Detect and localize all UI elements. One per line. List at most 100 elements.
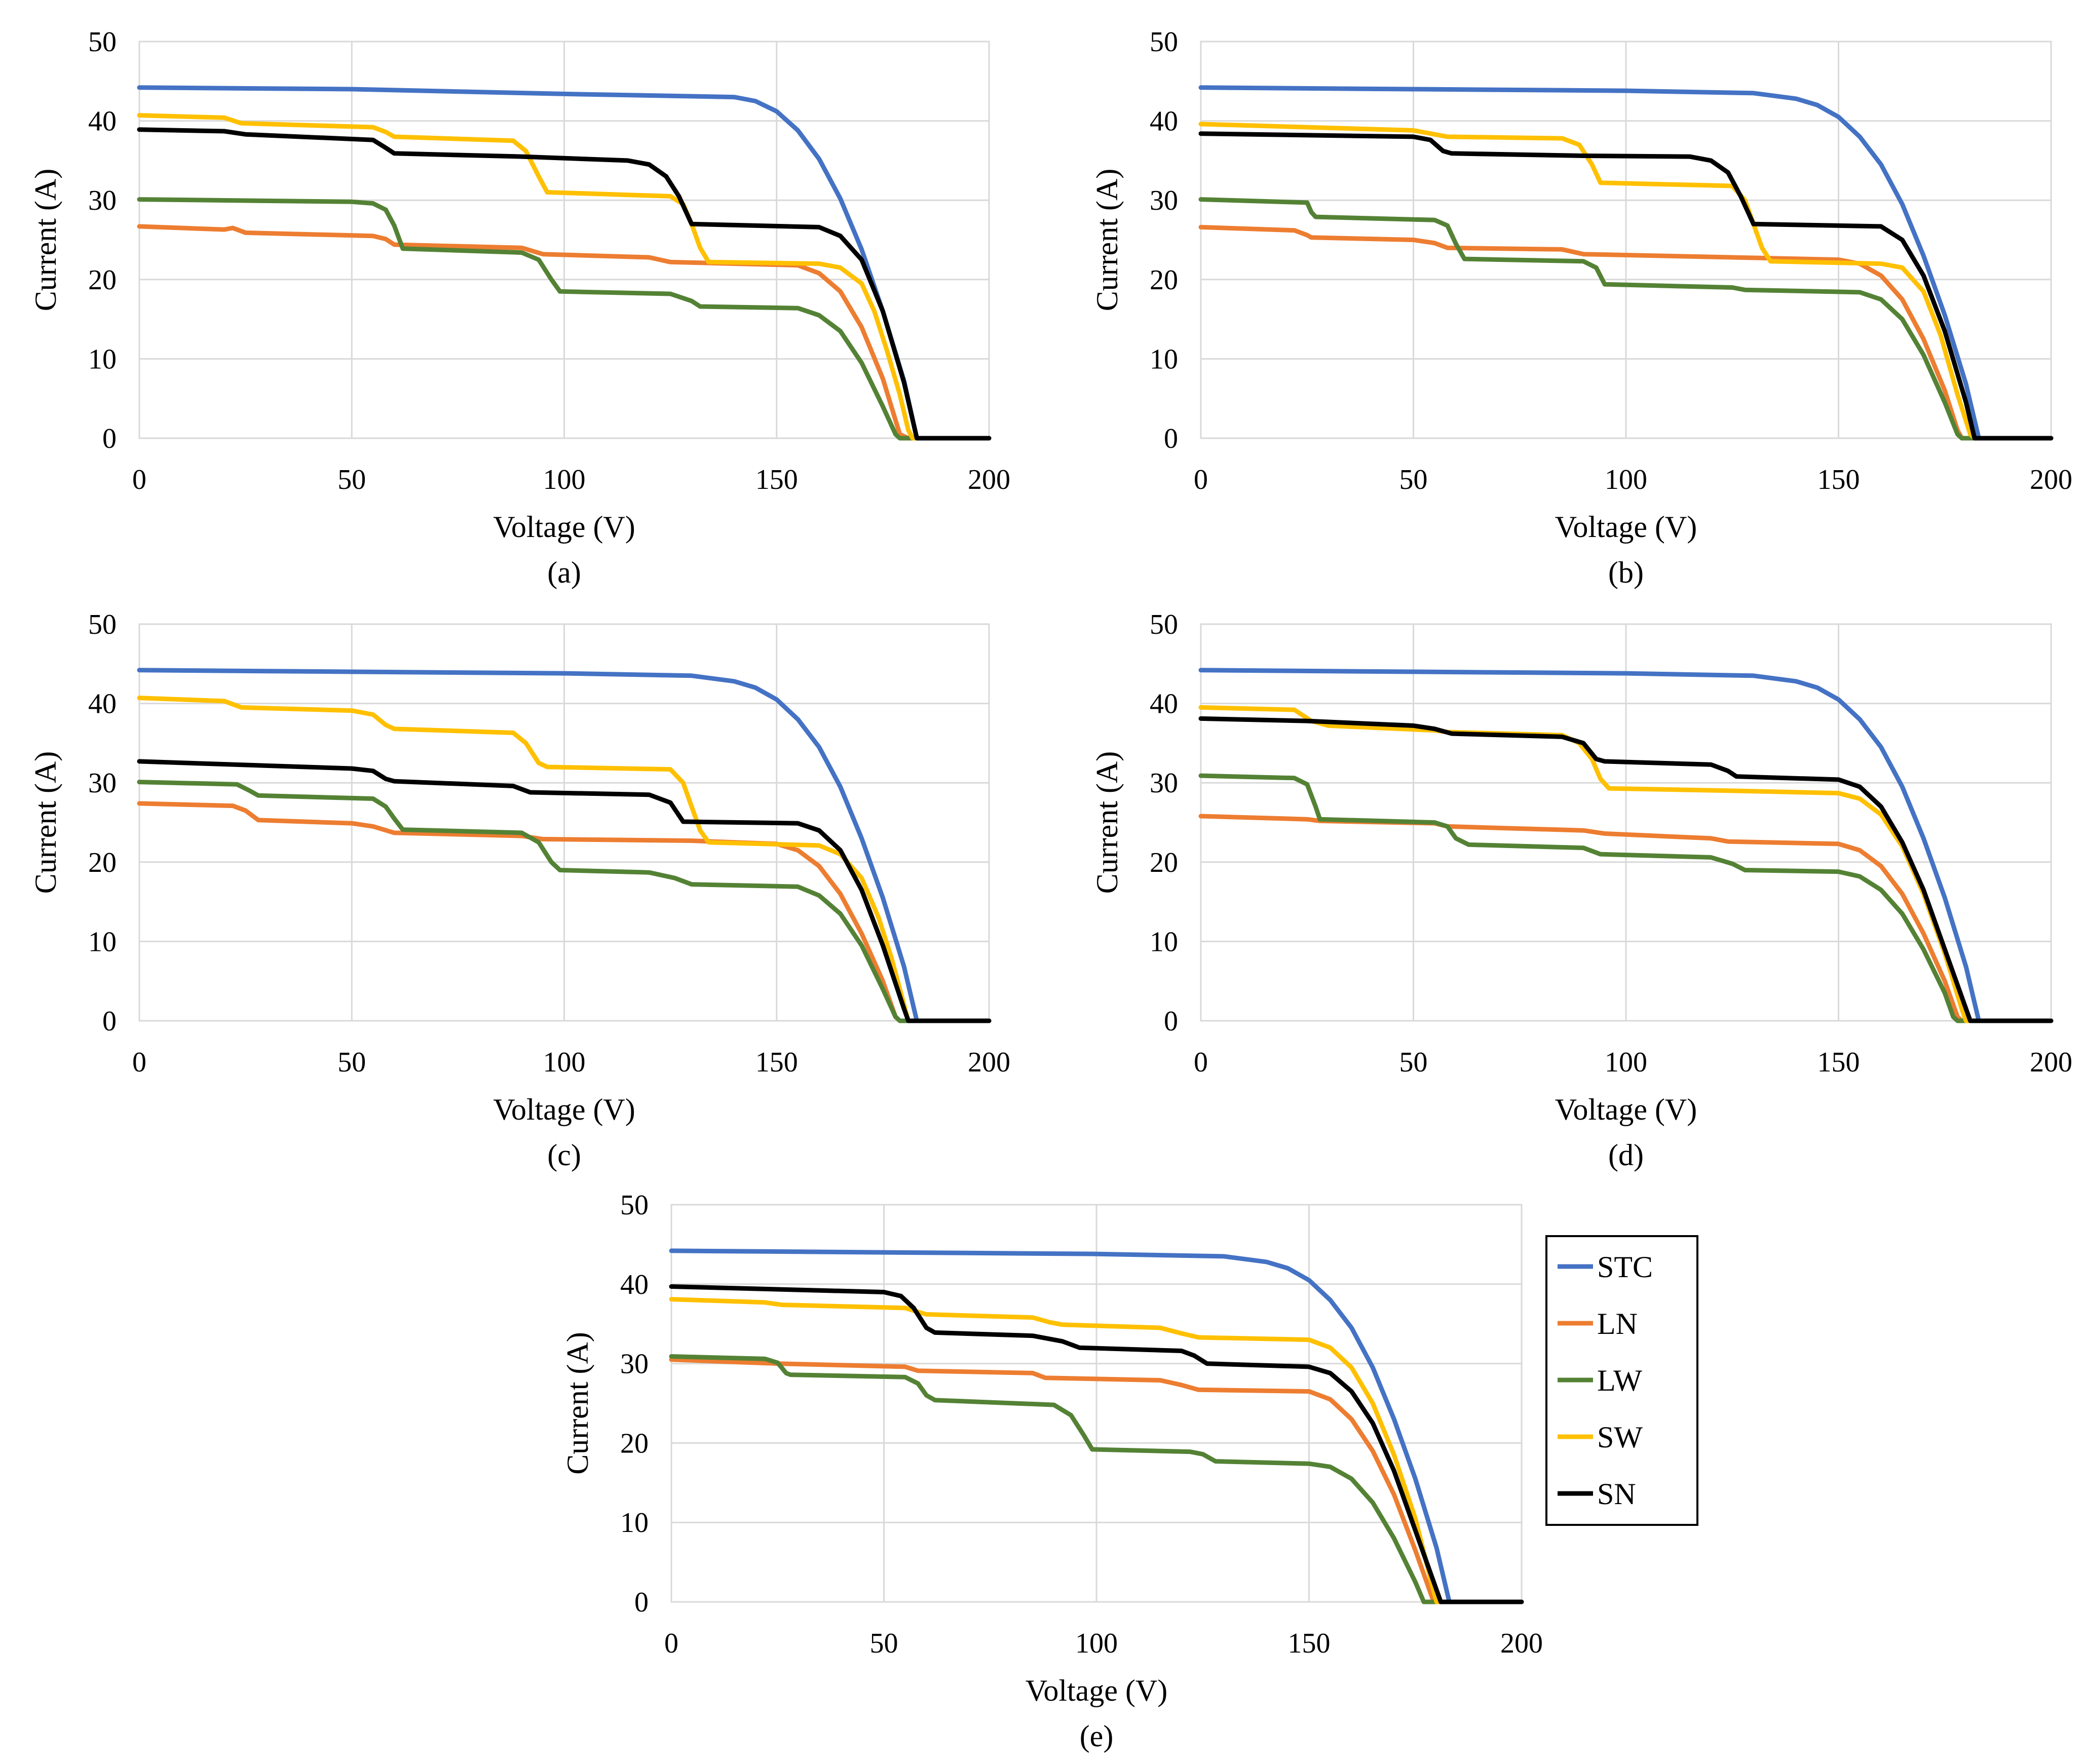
x-axis-label: Voltage (V) (493, 510, 635, 544)
y-tick-label: 30 (88, 185, 117, 216)
series-line-sw (669, 1297, 1524, 1604)
y-tick-label: 0 (102, 1006, 117, 1037)
x-tick-label: 150 (1288, 1628, 1331, 1659)
x-tick-label: 150 (1817, 1047, 1860, 1078)
x-axis-label: Voltage (V) (1555, 1093, 1697, 1126)
series-line-sn (669, 1284, 1524, 1604)
panel-caption: (b) (1608, 556, 1644, 589)
y-tick-label: 30 (1150, 768, 1178, 799)
y-tick-label: 0 (1164, 423, 1178, 454)
y-tick-label: 20 (1150, 847, 1178, 878)
x-tick-label: 100 (1075, 1628, 1118, 1659)
chart-e: 0 10 20 30 40 50 0 50 100 150 200 Voltage (V) Curren… (561, 1190, 1543, 1753)
y-tick-label: 40 (88, 688, 117, 720)
y-tick-label: 20 (620, 1428, 649, 1459)
chart-a: 0 10 20 30 40 50 0 50 100 150 200 Voltage (V) Curren… (29, 26, 1010, 589)
y-tick-label: 50 (88, 609, 117, 640)
plot-frame (1200, 41, 2052, 439)
y-axis-label: Current (A) (1090, 751, 1124, 894)
y-tick-label: 50 (88, 26, 117, 58)
x-tick-label: 50 (337, 464, 366, 495)
y-tick-label: 0 (102, 423, 117, 454)
series-line-lw (137, 197, 992, 441)
legend-label-sw: SW (1597, 1421, 1643, 1454)
series-line-sn (137, 127, 992, 441)
y-tick-label: 40 (1150, 106, 1178, 137)
series-line-stc (669, 1248, 1524, 1604)
x-tick-label: 100 (1605, 464, 1647, 495)
y-tick-label: 40 (88, 106, 117, 137)
legend-label-lw: LW (1597, 1364, 1642, 1397)
y-tick-label: 40 (620, 1269, 649, 1300)
panel-caption: (a) (547, 556, 581, 589)
y-tick-label: 30 (1150, 185, 1178, 216)
series-line-lw (669, 1354, 1524, 1604)
y-tick-label: 50 (1150, 609, 1178, 640)
x-tick-label: 150 (1817, 464, 1860, 495)
x-axis-label: Voltage (V) (493, 1093, 635, 1126)
x-tick-label: 200 (968, 1047, 1010, 1078)
y-tick-label: 10 (88, 343, 117, 375)
series-line-sn (1198, 716, 2054, 1023)
x-tick-label: 50 (337, 1047, 366, 1078)
plot-frame (138, 623, 990, 1022)
plot-frame (670, 1204, 1523, 1603)
x-axis-label: Voltage (V) (1555, 510, 1697, 544)
x-tick-label: 200 (2030, 464, 2072, 495)
x-tick-label: 50 (870, 1628, 898, 1659)
x-tick-label: 0 (132, 464, 146, 495)
legend: STC LN LW SW SN (1545, 1235, 1698, 1526)
y-tick-label: 40 (1150, 688, 1178, 720)
x-tick-label: 0 (1194, 464, 1208, 495)
series-line-stc (137, 668, 992, 1023)
x-tick-label: 0 (132, 1047, 146, 1078)
series-line-lw (137, 780, 992, 1023)
series-line-sn (1198, 131, 2054, 441)
panel-caption: (c) (547, 1138, 581, 1172)
y-tick-label: 50 (620, 1190, 649, 1221)
y-tick-label: 20 (88, 264, 117, 296)
panel-caption: (e) (1080, 1719, 1114, 1753)
series-line-sn (137, 759, 992, 1023)
plot-frame (138, 41, 990, 439)
y-axis-label: Current (A) (29, 169, 62, 312)
y-tick-label: 10 (620, 1507, 649, 1539)
series-line-ln (669, 1357, 1524, 1604)
y-tick-label: 20 (88, 847, 117, 878)
y-axis-label: Current (A) (561, 1332, 594, 1475)
y-axis-label: Current (A) (29, 751, 62, 894)
series-line-ln (137, 801, 992, 1023)
x-tick-label: 100 (1605, 1047, 1647, 1078)
series-line-stc (1198, 85, 2054, 441)
y-tick-label: 20 (1150, 264, 1178, 296)
chart-c: 0 10 20 30 40 50 0 50 100 150 200 Voltage (V) Curren… (29, 609, 1010, 1172)
y-tick-label: 10 (88, 926, 117, 957)
x-tick-label: 200 (1500, 1628, 1543, 1659)
panel-caption: (d) (1608, 1138, 1644, 1172)
series-line-ln (137, 224, 992, 441)
x-tick-label: 100 (543, 464, 586, 495)
x-tick-label: 150 (755, 464, 798, 495)
y-tick-label: 30 (620, 1349, 649, 1380)
y-tick-label: 0 (1164, 1006, 1178, 1037)
y-tick-label: 10 (1150, 343, 1178, 375)
series-line-sw (137, 696, 992, 1023)
plot-frame (1200, 623, 2052, 1022)
x-tick-label: 0 (1194, 1047, 1208, 1078)
series-line-lw (1198, 773, 2054, 1023)
series-line-lw (1198, 197, 2054, 441)
x-tick-label: 50 (1399, 1047, 1428, 1078)
series-line-ln (1198, 224, 2054, 441)
legend-label-ln: LN (1597, 1307, 1638, 1340)
y-tick-label: 10 (1150, 926, 1178, 957)
y-tick-label: 50 (1150, 26, 1178, 58)
y-axis-label: Current (A) (1090, 169, 1124, 312)
chart-d: 0 10 20 30 40 50 0 50 100 150 200 Voltage (V) Curren… (1090, 609, 2072, 1172)
x-tick-label: 200 (968, 464, 1010, 495)
x-tick-label: 0 (664, 1628, 678, 1659)
x-tick-label: 150 (755, 1047, 798, 1078)
x-axis-label: Voltage (V) (1026, 1674, 1168, 1707)
x-tick-label: 50 (1399, 464, 1428, 495)
x-tick-label: 200 (2030, 1047, 2072, 1078)
series-line-stc (1198, 668, 2054, 1023)
